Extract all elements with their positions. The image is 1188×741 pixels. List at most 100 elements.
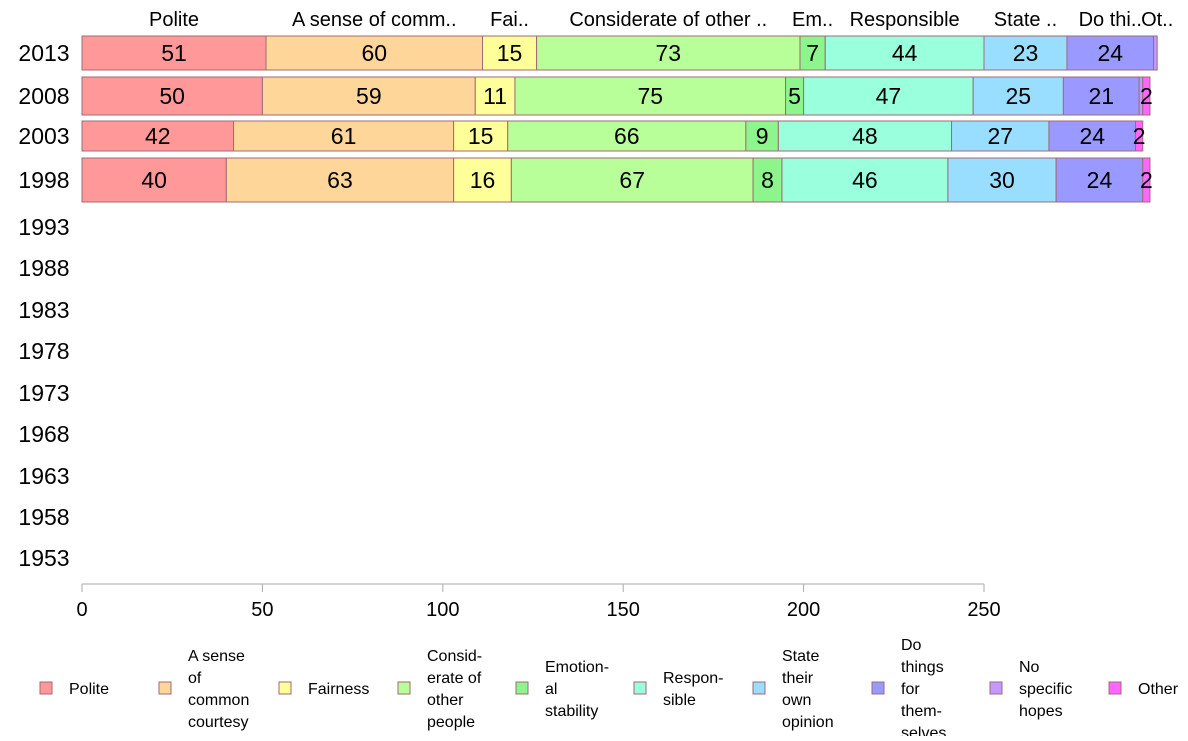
legend-swatch-polite bbox=[39, 681, 53, 695]
bar-2003-emotional-stability bbox=[745, 120, 779, 152]
series-header-fairness: Fai.. bbox=[490, 9, 529, 31]
y-tick-label-1993: 1993 bbox=[18, 214, 69, 240]
bar-value-label-2008-fairness: 11 bbox=[483, 83, 507, 109]
bar-1998-responsible bbox=[781, 157, 949, 203]
series-header-do-things-for-themselves: Do thi.. bbox=[1079, 9, 1142, 31]
bar-value-label-2003-considerate-of-other-people: 66 bbox=[614, 123, 640, 149]
bar-value-label-2008-state-their-own-opinion: 25 bbox=[1005, 83, 1031, 109]
bar-value-label-2013-polite: 51 bbox=[161, 40, 187, 66]
legend-item-no-specific-hopes: No specific hopes bbox=[989, 659, 1072, 720]
bar-value-label-2008-considerate-of-other-people: 75 bbox=[637, 83, 663, 109]
bar-2013-a-sense-of-common-courtesy bbox=[265, 35, 483, 71]
bar-2008-state-their-own-opinion bbox=[972, 76, 1064, 116]
legend-swatch-responsible bbox=[633, 681, 647, 695]
legend-swatch-a-sense-of-common-courtesy bbox=[158, 681, 172, 695]
legend-label-state-their-own-opinion: State their own opinion bbox=[782, 648, 834, 731]
legend-swatch-do-things-for-themselves bbox=[871, 681, 885, 695]
series-header-considerate-of-other-people: Considerate of other .. bbox=[569, 9, 767, 31]
legend-item-considerate-of-other-people: Consid-erate of other people bbox=[397, 648, 482, 731]
x-tick-label-200: 200 bbox=[787, 599, 820, 621]
bar-2008-polite bbox=[81, 76, 263, 116]
legend-swatch-state-their-own-opinion bbox=[752, 681, 766, 695]
bar-value-label-2013-responsible: 44 bbox=[892, 40, 918, 66]
legend-label-responsible: Respon-sible bbox=[663, 670, 723, 709]
bar-value-label-2003-fairness: 15 bbox=[468, 123, 494, 149]
bar-1998-other bbox=[1142, 157, 1151, 203]
series-header-other: Ot.. bbox=[1141, 9, 1173, 31]
bar-1998-state-their-own-opinion bbox=[947, 157, 1057, 203]
y-tick-label-1963: 1963 bbox=[18, 463, 69, 489]
legend-label-other: Other bbox=[1138, 681, 1179, 698]
bar-value-label-2008-emotional-stability: 5 bbox=[788, 83, 801, 109]
bar-value-label-2013-a-sense-of-common-courtesy: 60 bbox=[361, 40, 387, 66]
series-header-state-their-own-opinion: State .. bbox=[994, 9, 1057, 31]
bar-value-label-2003-polite: 42 bbox=[145, 123, 171, 149]
bar-value-label-2013-considerate-of-other-people: 73 bbox=[656, 40, 682, 66]
legend-item-a-sense-of-common-courtesy: A sense of common courtesy bbox=[158, 648, 249, 731]
legend-swatch-considerate-of-other-people bbox=[397, 681, 411, 695]
bar-value-label-2013-do-things-for-themselves: 24 bbox=[1097, 40, 1123, 66]
legend-label-considerate-of-other-people: Consid-erate of other people bbox=[427, 648, 482, 731]
y-tick-label-1958: 1958 bbox=[18, 504, 69, 530]
x-tick-label-100: 100 bbox=[426, 599, 459, 621]
bar-2013-state-their-own-opinion bbox=[983, 35, 1068, 71]
legend-swatch-no-specific-hopes bbox=[989, 681, 1003, 695]
bar-value-label-1998-do-things-for-themselves: 24 bbox=[1087, 167, 1113, 193]
x-tick-label-0: 0 bbox=[76, 599, 87, 621]
bar-value-label-1998-fairness: 16 bbox=[470, 167, 496, 193]
legend-item-polite: Polite bbox=[39, 681, 109, 698]
bar-1998-do-things-for-themselves bbox=[1055, 157, 1144, 203]
y-tick-label-1978: 1978 bbox=[18, 338, 69, 364]
bar-value-label-2003-a-sense-of-common-courtesy: 61 bbox=[331, 123, 357, 149]
legend-label-no-specific-hopes: No specific hopes bbox=[1019, 659, 1072, 720]
bar-value-label-1998-considerate-of-other-people: 67 bbox=[619, 167, 645, 193]
bar-value-label-2013-emotional-stability: 7 bbox=[806, 40, 819, 66]
bar-2008-a-sense-of-common-courtesy bbox=[261, 76, 476, 116]
legend-item-emotional-stability: Emotion-al stability bbox=[515, 659, 609, 720]
legend-swatch-fairness bbox=[278, 681, 292, 695]
bar-value-label-1998-emotional-stability: 8 bbox=[761, 167, 774, 193]
bar-2008-considerate-of-other-people bbox=[514, 76, 787, 116]
bar-1998-polite bbox=[81, 157, 227, 203]
y-tick-label-2013: 2013 bbox=[18, 40, 69, 66]
y-tick-label-1973: 1973 bbox=[18, 380, 69, 406]
bar-value-label-2003-state-their-own-opinion: 27 bbox=[987, 123, 1013, 149]
legend-label-fairness: Fairness bbox=[308, 681, 369, 698]
legend-label-a-sense-of-common-courtesy: A sense of common courtesy bbox=[188, 648, 249, 731]
legend-swatch-other bbox=[1108, 681, 1122, 695]
x-tick-label-150: 150 bbox=[607, 599, 640, 621]
bar-1998-emotional-stability bbox=[752, 157, 783, 203]
series-header-responsible: Responsible bbox=[850, 9, 960, 31]
y-tick-label-1998: 1998 bbox=[18, 167, 69, 193]
legend-label-do-things-for-themselves: Do things for them-selves bbox=[901, 637, 946, 736]
x-axis: 0 50 100 150 200 250 bbox=[76, 583, 1001, 621]
y-tick-label-2008: 2008 bbox=[18, 83, 69, 109]
legend-label-emotional-stability: Emotion-al stability bbox=[545, 659, 609, 720]
bar-value-label-2008-polite: 50 bbox=[159, 83, 185, 109]
bar-2003-responsible bbox=[777, 120, 953, 152]
legend-label-polite: Polite bbox=[69, 681, 109, 698]
y-tick-label-1983: 1983 bbox=[18, 297, 69, 323]
bar-value-label-1998-responsible: 46 bbox=[852, 167, 878, 193]
bar-1998-a-sense-of-common-courtesy bbox=[225, 157, 455, 203]
bar-2003-considerate-of-other-people bbox=[507, 120, 747, 152]
bar-2013-responsible bbox=[824, 35, 985, 71]
y-tick-label-1988: 1988 bbox=[18, 255, 69, 281]
bar-2013-emotional-stability bbox=[799, 35, 826, 71]
legend-item-do-things-for-themselves: Do things for them-selves bbox=[871, 637, 946, 741]
bar-2013-polite bbox=[81, 35, 267, 71]
bar-value-label-2013-fairness: 15 bbox=[497, 40, 523, 66]
bar-2003-state-their-own-opinion bbox=[951, 120, 1050, 152]
bar-1998-fairness bbox=[453, 157, 512, 203]
bar-value-label-2003-other: 2 bbox=[1133, 123, 1146, 149]
legend-swatch-emotional-stability bbox=[515, 681, 529, 695]
bar-2008-other bbox=[1142, 76, 1151, 116]
bar-value-label-1998-polite: 40 bbox=[141, 167, 167, 193]
y-tick-label-1953: 1953 bbox=[18, 545, 69, 571]
bar-value-label-1998-state-their-own-opinion: 30 bbox=[989, 167, 1015, 193]
legend-item-responsible: Respon-sible bbox=[633, 670, 723, 709]
bar-value-label-2013-state-their-own-opinion: 23 bbox=[1013, 40, 1039, 66]
bar-2008-do-things-for-themselves bbox=[1062, 76, 1140, 116]
